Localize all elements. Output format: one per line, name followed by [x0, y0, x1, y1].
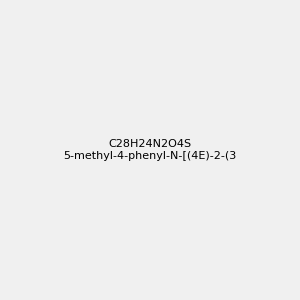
Text: C28H24N2O4S
5-methyl-4-phenyl-N-[(4E)-2-(3: C28H24N2O4S 5-methyl-4-phenyl-N-[(4E)-2-…: [63, 139, 237, 161]
